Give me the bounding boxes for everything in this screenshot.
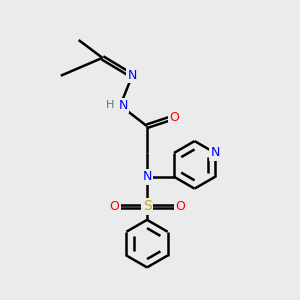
Text: N: N bbox=[118, 99, 128, 112]
Text: N: N bbox=[211, 146, 220, 160]
Text: N: N bbox=[142, 170, 152, 183]
Text: S: S bbox=[143, 200, 152, 214]
Text: O: O bbox=[169, 111, 179, 124]
Text: N: N bbox=[128, 69, 137, 82]
Text: O: O bbox=[110, 200, 119, 213]
Text: H: H bbox=[106, 100, 114, 110]
Text: O: O bbox=[175, 200, 185, 213]
